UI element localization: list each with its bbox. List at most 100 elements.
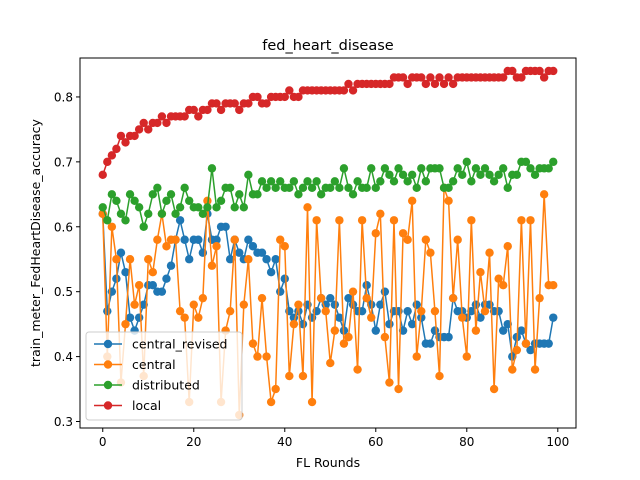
- data-point-local: [253, 92, 262, 102]
- data-point-central: [271, 384, 280, 394]
- data-point-distributed: [444, 183, 453, 193]
- data-point-distributed: [417, 164, 426, 173]
- data-point-distributed: [225, 183, 235, 193]
- data-point-distributed: [326, 183, 335, 193]
- data-point-central-revised: [212, 235, 221, 244]
- data-point-central: [175, 306, 185, 316]
- data-point-central: [376, 209, 385, 218]
- data-point-local: [180, 112, 189, 121]
- data-point-central: [289, 319, 299, 329]
- data-point-central: [508, 365, 517, 374]
- data-point-central: [539, 190, 549, 199]
- data-point-local: [498, 73, 508, 82]
- data-point-central-revised: [271, 255, 280, 264]
- data-point-distributed: [403, 177, 412, 186]
- x-tick-label: 80: [459, 435, 474, 449]
- data-point-distributed: [125, 190, 135, 199]
- data-point-central: [198, 293, 208, 303]
- data-point-distributed: [175, 203, 185, 212]
- data-point-central-revised: [244, 235, 253, 244]
- data-point-distributed: [144, 209, 153, 218]
- data-point-central: [476, 268, 485, 277]
- data-point-central: [471, 326, 481, 335]
- data-point-central: [403, 235, 412, 244]
- data-point-local: [398, 73, 408, 82]
- data-point-local: [444, 73, 453, 82]
- data-point-central: [207, 261, 217, 270]
- data-point-distributed: [203, 203, 212, 212]
- data-point-distributed: [166, 190, 176, 199]
- data-point-central: [398, 229, 408, 238]
- legend-marker-distributed: [103, 380, 113, 390]
- data-point-distributed: [521, 157, 531, 167]
- series-line-central: [102, 187, 554, 416]
- data-point-central: [412, 352, 421, 361]
- data-point-distributed: [462, 157, 471, 167]
- data-point-local: [435, 73, 444, 82]
- data-point-distributed: [276, 177, 285, 186]
- data-point-distributed: [116, 209, 126, 218]
- data-point-central-revised: [385, 319, 394, 329]
- x-axis: 0 20 40 60 80 100: [99, 428, 569, 449]
- data-point-central: [285, 371, 294, 381]
- data-point-distributed: [503, 183, 512, 193]
- data-point-central: [421, 235, 431, 244]
- data-point-central: [189, 300, 198, 309]
- data-point-distributed: [266, 177, 276, 186]
- data-point-distributed: [253, 190, 262, 199]
- data-point-central-revised: [280, 274, 289, 283]
- data-point-central-revised: [407, 319, 417, 329]
- data-point-central: [148, 268, 158, 277]
- data-point-central-revised: [526, 345, 535, 355]
- data-point-central: [303, 203, 312, 212]
- legend-marker-local: [103, 401, 113, 410]
- data-point-local: [103, 157, 112, 167]
- data-point-central: [394, 384, 403, 394]
- data-point-distributed: [353, 177, 362, 186]
- data-point-central: [153, 235, 162, 244]
- data-point-distributed: [549, 157, 558, 167]
- data-point-distributed: [312, 177, 321, 186]
- data-point-local: [235, 105, 244, 115]
- data-point-central: [326, 358, 335, 368]
- data-point-distributed: [316, 190, 326, 199]
- data-point-local: [344, 79, 353, 89]
- data-point-central: [435, 371, 444, 381]
- data-point-distributed: [344, 183, 353, 193]
- data-point-central: [549, 280, 558, 290]
- data-point-central-revised: [103, 306, 112, 316]
- data-point-distributed: [262, 183, 271, 193]
- x-axis-label: FL Rounds: [296, 455, 360, 470]
- data-point-central-revised: [371, 326, 380, 335]
- data-point-distributed: [153, 183, 162, 193]
- data-point-central: [130, 300, 139, 309]
- data-point-central-revised: [235, 248, 244, 257]
- data-point-central: [485, 248, 494, 257]
- data-point-central: [262, 352, 271, 361]
- data-point-local: [162, 118, 171, 128]
- data-point-local: [549, 66, 558, 76]
- legend-marker-central: [103, 360, 113, 369]
- data-point-central-revised: [266, 268, 276, 277]
- data-point-local: [426, 73, 435, 82]
- data-point-local: [535, 66, 544, 76]
- data-point-central-revised: [476, 313, 485, 322]
- data-point-central: [339, 339, 349, 348]
- x-tick-label: 100: [546, 435, 569, 449]
- data-point-local: [98, 170, 107, 180]
- data-point-central: [371, 229, 380, 238]
- legend-label-distributed: distributed: [132, 378, 200, 393]
- data-point-distributed: [148, 190, 158, 199]
- data-point-central-revised: [376, 300, 385, 309]
- data-point-local: [203, 105, 212, 115]
- data-point-central: [280, 242, 289, 251]
- data-point-distributed: [394, 164, 403, 173]
- data-point-distributed: [453, 164, 462, 173]
- data-point-local: [280, 92, 289, 102]
- data-point-distributed: [107, 190, 117, 199]
- data-point-central: [430, 306, 440, 316]
- series-distributed: [98, 157, 558, 231]
- data-point-central-revised: [498, 326, 508, 335]
- data-point-central: [194, 313, 203, 322]
- legend-marker-central-revised: [103, 339, 113, 349]
